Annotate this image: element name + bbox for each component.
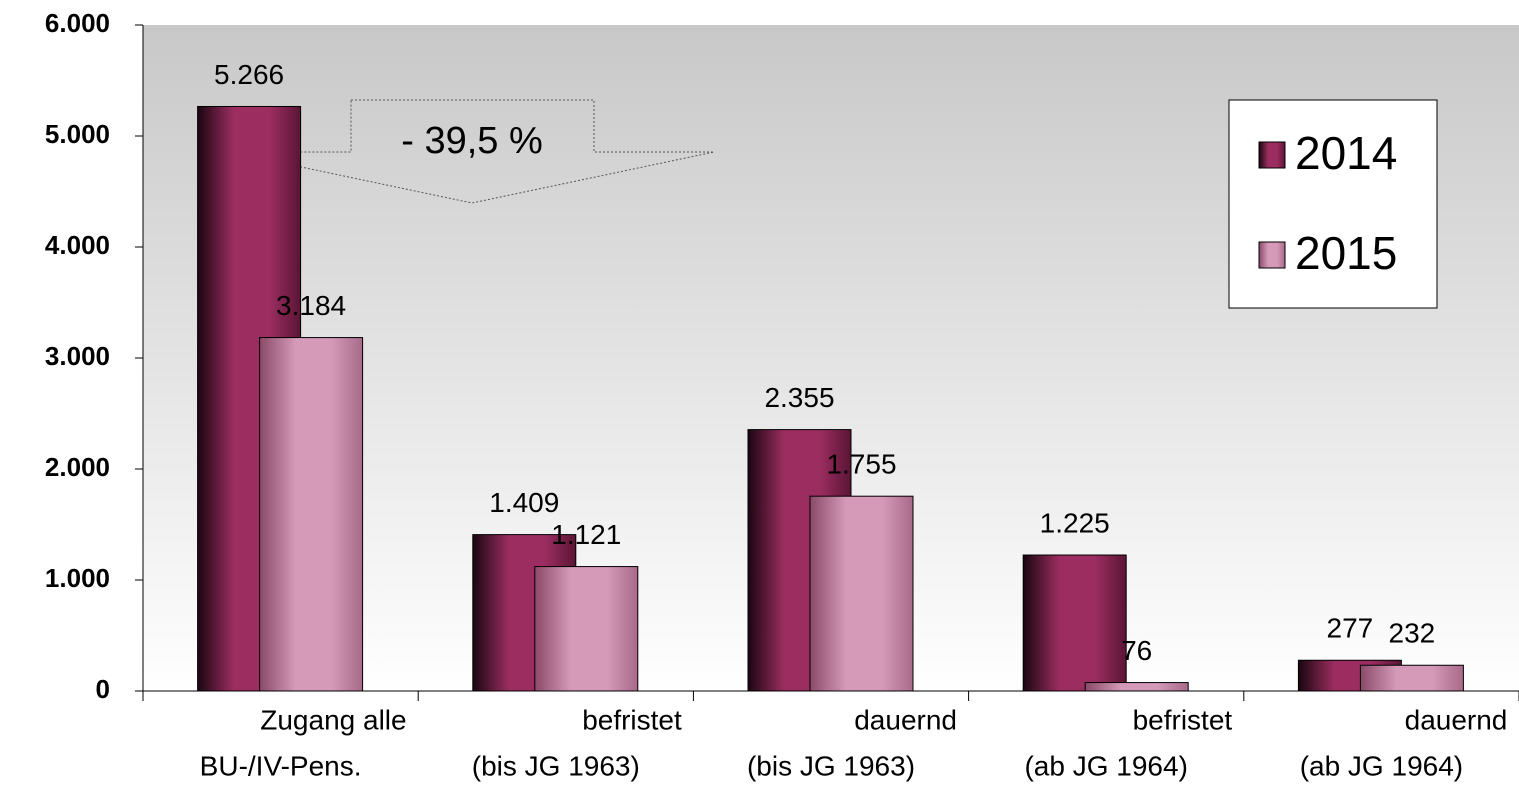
y-tick-label: 6.000 — [45, 8, 110, 38]
bar — [1022, 554, 1127, 692]
legend — [1228, 99, 1438, 309]
x-tick-label: (ab JG 1964) — [1024, 750, 1187, 781]
x-tick-label: befristet — [582, 704, 682, 735]
value-label: 232 — [1389, 618, 1436, 649]
annotation: - 39,5 % — [401, 120, 543, 162]
x-tick-label: (bis JG 1963) — [747, 750, 915, 781]
legend-label: 2015 — [1295, 227, 1397, 279]
x-tick-label: dauernd — [1405, 704, 1508, 735]
bar — [259, 337, 364, 692]
y-tick-label: 3.000 — [45, 341, 110, 371]
value-label: 5.266 — [214, 59, 284, 90]
x-tick-label: Zugang alle — [260, 704, 406, 735]
bar — [1084, 682, 1189, 692]
bar — [1359, 664, 1464, 692]
y-tick-label: 1.000 — [45, 563, 110, 593]
value-label: 3.184 — [276, 290, 346, 321]
bar — [534, 566, 639, 692]
value-label: 1.755 — [826, 449, 896, 480]
legend-label: 2014 — [1295, 127, 1397, 179]
x-tick-label: (bis JG 1963) — [472, 750, 640, 781]
y-tick-label: 4.000 — [45, 230, 110, 260]
legend-swatch — [1258, 241, 1286, 269]
x-tick-label: dauernd — [854, 704, 957, 735]
y-tick-label: 2.000 — [45, 452, 110, 482]
value-label: 1.409 — [489, 487, 559, 518]
value-label: 1.121 — [551, 519, 621, 550]
y-tick-label: 0 — [96, 674, 110, 704]
x-tick-label: BU-/IV-Pens. — [200, 750, 362, 781]
x-tick-label: (ab JG 1964) — [1300, 750, 1463, 781]
value-label: 76 — [1121, 635, 1152, 666]
value-label: 1.225 — [1040, 507, 1110, 538]
value-label: 277 — [1327, 613, 1374, 644]
value-label: 2.355 — [764, 382, 834, 413]
legend-swatch — [1258, 141, 1286, 169]
bar — [809, 495, 914, 692]
y-tick-label: 5.000 — [45, 119, 110, 149]
x-tick-label: befristet — [1133, 704, 1233, 735]
